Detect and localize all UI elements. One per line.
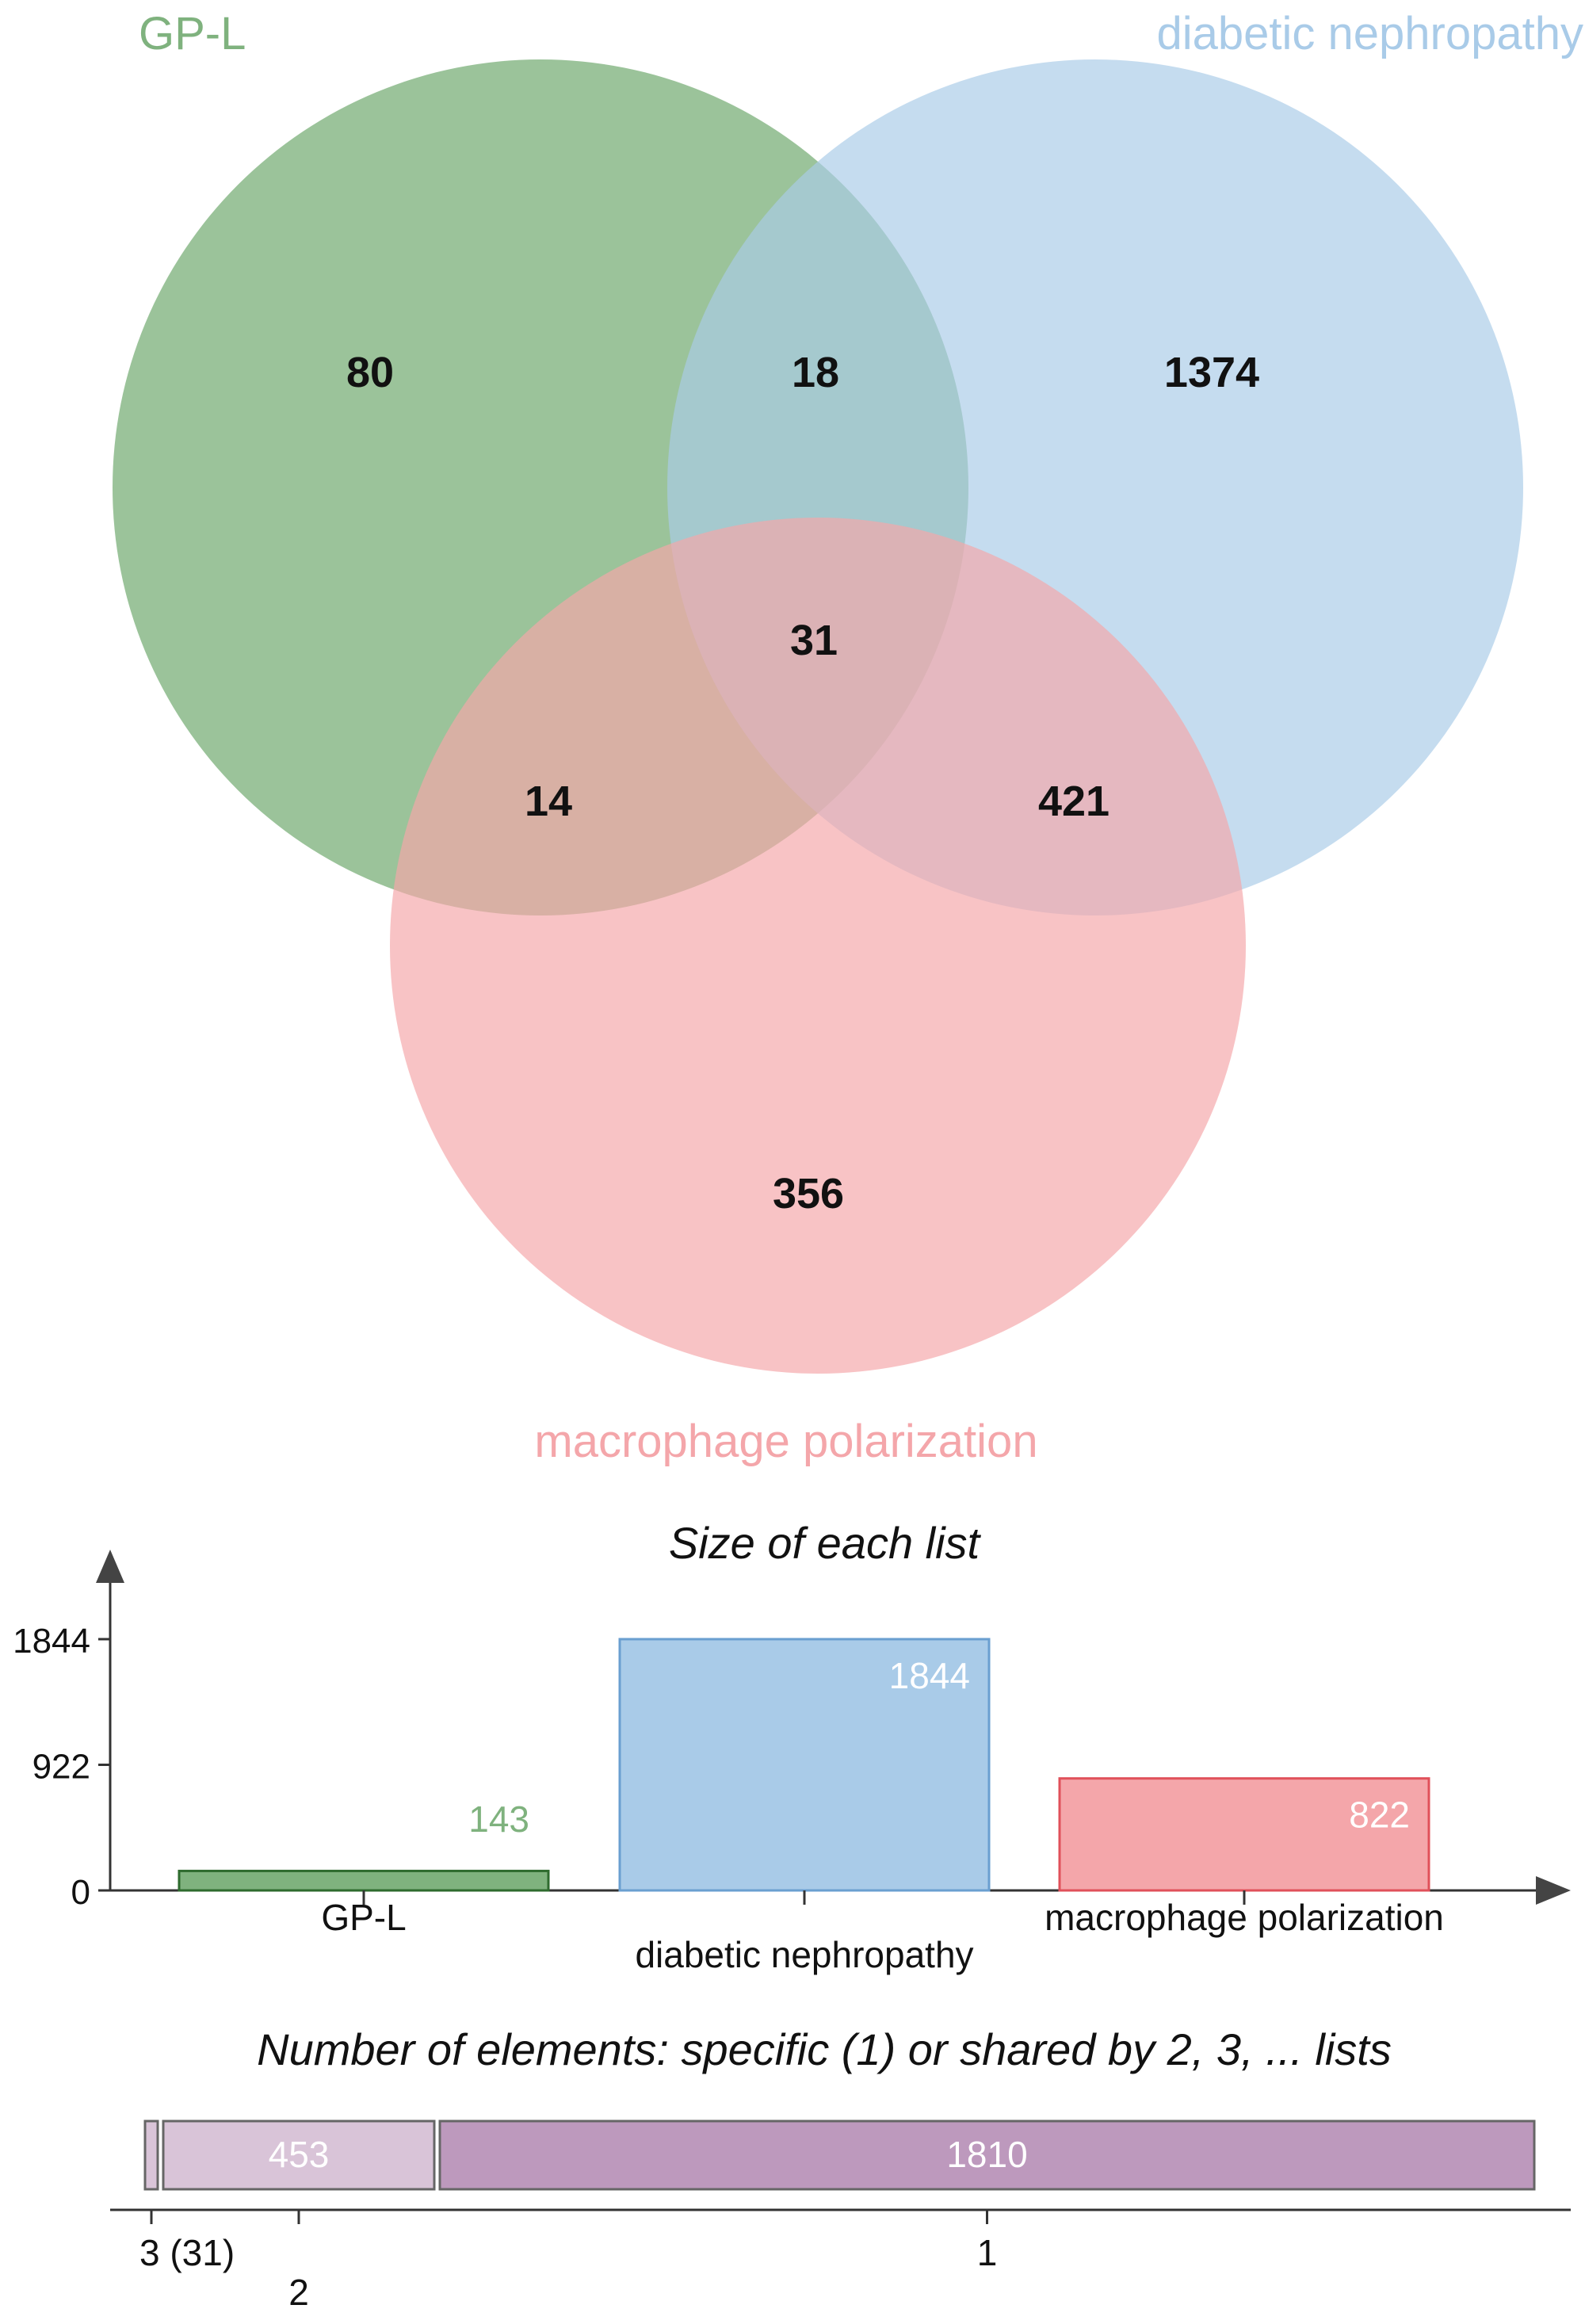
venn-diagram: GP-L diabetic nephropathy macrophage pol… [113,8,1583,1467]
x-axis-arrowhead [1536,1876,1571,1905]
y-ticks: 0 922 1844 [13,1622,110,1912]
venn-region-mp-only: 356 [773,1170,844,1217]
y-axis-arrowhead [96,1550,124,1583]
shared-segments: 3 (31) 453 2 1810 1 [139,2120,1536,2313]
venn-region-gp-l-only: 80 [346,349,394,396]
bar-0 [178,1869,550,1892]
bar-chart-title: Size of each list [669,1518,982,1568]
venn-set-label-diabetic-nephropathy: diabetic nephropathy [1156,8,1583,59]
shared-elements-chart: Number of elements: specific (1) or shar… [110,2024,1571,2313]
bar-value-label-0: 143 [468,1798,529,1840]
y-tick-label: 1844 [13,1622,90,1661]
venn-set-label-macrophage-polarization: macrophage polarization [534,1416,1037,1467]
size-bars: 143 GP-L 1844 diabetic nephropathy 822 macrop… [178,1638,1444,1975]
venn-region-all-three: 31 [790,617,838,664]
venn-region-gp-l-and-mp: 14 [525,778,572,825]
shared-tick-label-1: 2 [288,2272,309,2313]
x-category-label-1: diabetic nephropathy [635,1934,973,1975]
y-tick-label: 0 [71,1873,90,1912]
shared-segment-value-1: 453 [269,2134,330,2175]
shared-segment-value-2: 1810 [946,2134,1027,2175]
shared-chart-title: Number of elements: specific (1) or shar… [257,2024,1392,2074]
y-tick-label: 922 [32,1748,90,1787]
bar-1 [618,1638,991,1892]
venn-set-label-gp-l: GP-L [139,8,246,59]
shared-tick-label-2: 1 [977,2232,998,2273]
x-category-label-2: macrophage polarization [1045,1897,1444,1938]
shared-segment-0 [143,2120,159,2191]
list-size-bar-chart: Size of each list 0 922 1844 143 GP-L 1844 di… [13,1518,1571,1975]
shared-segment-2 [438,2120,1536,2191]
bar-value-label-2: 822 [1349,1795,1410,1836]
bar-2 [1058,1777,1430,1892]
x-category-label-0: GP-L [321,1897,406,1938]
venn-circle-macrophage-polarization [390,518,1246,1374]
bar-value-label-1: 1844 [889,1655,970,1696]
shared-tick-label-0: 3 (31) [139,2232,235,2273]
venn-region-dn-and-mp: 421 [1038,778,1110,825]
venn-region-dn-only: 1374 [1164,349,1259,396]
shared-segment-1 [162,2120,436,2191]
venn-region-gp-l-and-dn: 18 [792,349,839,396]
